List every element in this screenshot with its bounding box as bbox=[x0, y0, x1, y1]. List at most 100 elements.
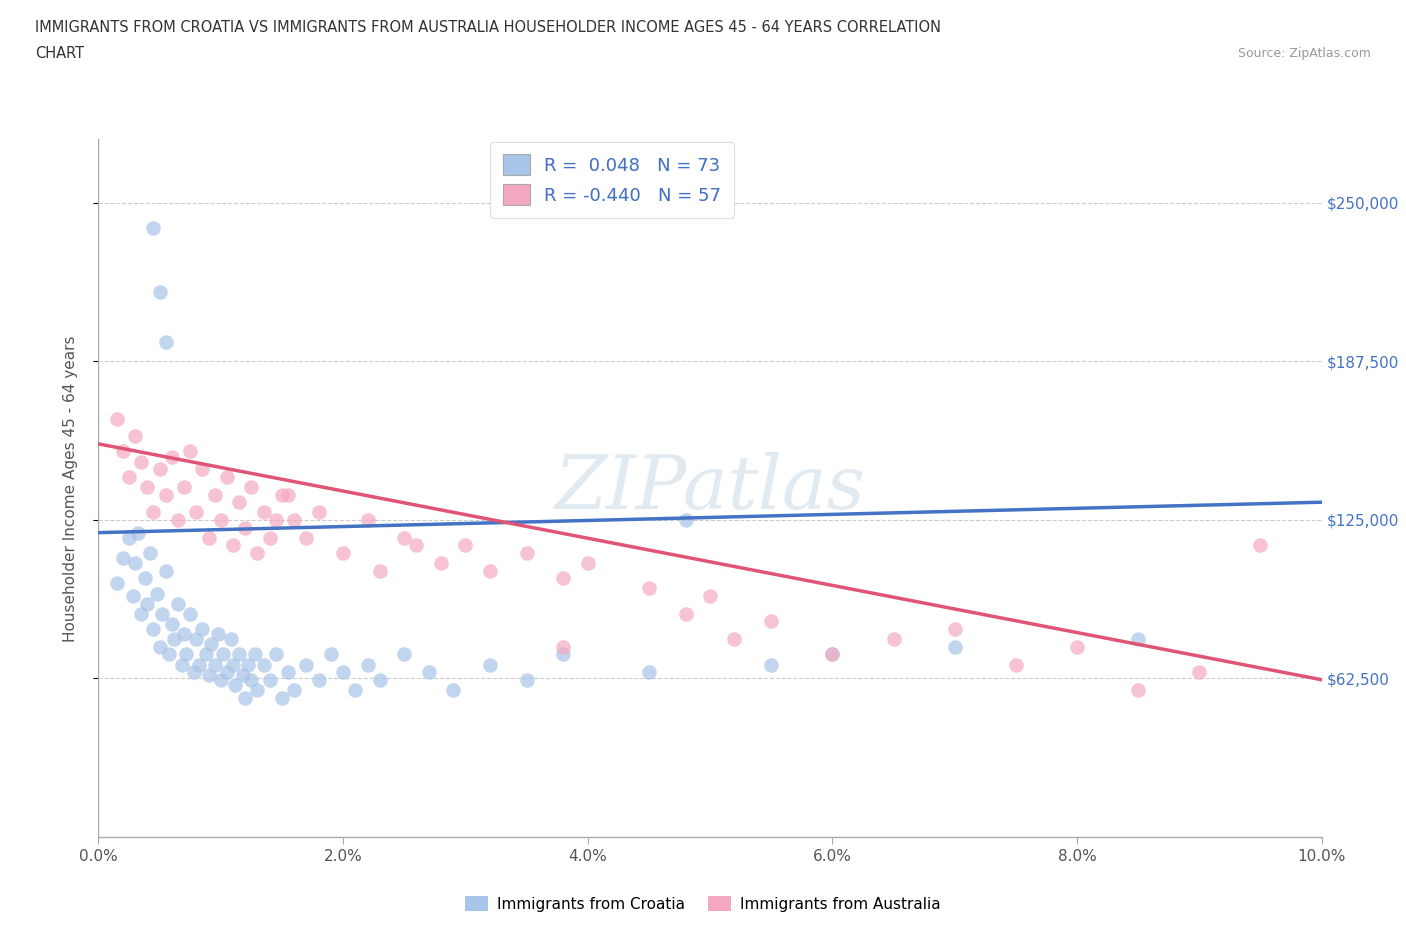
Point bbox=[173, 627, 195, 642]
Point bbox=[167, 512, 190, 527]
Point bbox=[215, 470, 238, 485]
Text: IMMIGRANTS FROM CROATIA VS IMMIGRANTS FROM AUSTRALIA HOUSEHOLDER INCOME AGES 45 : IMMIGRANTS FROM CROATIA VS IMMIGRANTS FR… bbox=[35, 20, 941, 35]
Point bbox=[270, 690, 294, 705]
Point bbox=[277, 665, 299, 680]
Point bbox=[149, 285, 172, 299]
Point bbox=[197, 667, 219, 682]
Point bbox=[215, 665, 238, 680]
Point bbox=[139, 546, 162, 561]
Point bbox=[236, 658, 259, 672]
Point bbox=[405, 538, 427, 552]
Point bbox=[308, 672, 330, 687]
Point bbox=[295, 658, 318, 672]
Point bbox=[187, 658, 209, 672]
Point bbox=[243, 647, 266, 662]
Point bbox=[675, 606, 697, 621]
Point bbox=[516, 546, 538, 561]
Point bbox=[430, 555, 453, 570]
Point bbox=[454, 538, 477, 552]
Point bbox=[418, 665, 440, 680]
Point bbox=[233, 690, 256, 705]
Point bbox=[675, 512, 697, 527]
Point bbox=[1066, 639, 1088, 654]
Point bbox=[368, 672, 391, 687]
Point bbox=[124, 555, 146, 570]
Point bbox=[146, 586, 169, 601]
Point bbox=[283, 512, 305, 527]
Point bbox=[160, 617, 183, 631]
Point bbox=[204, 487, 226, 502]
Point bbox=[638, 581, 661, 596]
Point bbox=[478, 564, 501, 578]
Point bbox=[105, 576, 128, 591]
Point bbox=[149, 639, 172, 654]
Point bbox=[516, 672, 538, 687]
Point bbox=[638, 665, 661, 680]
Point bbox=[821, 647, 844, 662]
Point bbox=[344, 683, 367, 698]
Point bbox=[228, 495, 250, 510]
Point bbox=[1188, 665, 1211, 680]
Point bbox=[1250, 538, 1272, 552]
Point bbox=[441, 683, 464, 698]
Point bbox=[943, 639, 966, 654]
Point bbox=[270, 487, 294, 502]
Point bbox=[200, 637, 222, 652]
Point bbox=[356, 658, 378, 672]
Point bbox=[105, 411, 128, 426]
Point bbox=[332, 546, 354, 561]
Legend: R =  0.048   N = 73, R = -0.440   N = 57: R = 0.048 N = 73, R = -0.440 N = 57 bbox=[491, 141, 734, 218]
Point bbox=[124, 429, 146, 444]
Point bbox=[209, 672, 232, 687]
Point bbox=[319, 647, 342, 662]
Point bbox=[142, 621, 165, 636]
Point bbox=[368, 564, 391, 578]
Point bbox=[553, 647, 575, 662]
Point bbox=[1128, 683, 1150, 698]
Point bbox=[723, 631, 745, 646]
Point bbox=[186, 631, 208, 646]
Point bbox=[136, 596, 159, 611]
Point bbox=[553, 571, 575, 586]
Point bbox=[155, 335, 177, 350]
Point bbox=[478, 658, 501, 672]
Point bbox=[222, 658, 245, 672]
Point bbox=[821, 647, 844, 662]
Point bbox=[883, 631, 905, 646]
Text: ZIPatlas: ZIPatlas bbox=[554, 452, 866, 525]
Point bbox=[233, 520, 256, 535]
Point bbox=[212, 647, 235, 662]
Point bbox=[332, 665, 354, 680]
Point bbox=[111, 551, 134, 565]
Point bbox=[118, 470, 141, 485]
Point bbox=[121, 589, 143, 604]
Point bbox=[170, 658, 193, 672]
Point bbox=[277, 487, 299, 502]
Point bbox=[222, 538, 245, 552]
Point bbox=[191, 462, 214, 477]
Point bbox=[176, 647, 198, 662]
Point bbox=[356, 512, 378, 527]
Point bbox=[264, 647, 287, 662]
Point bbox=[219, 631, 242, 646]
Point bbox=[228, 647, 250, 662]
Point bbox=[295, 530, 318, 545]
Point bbox=[699, 589, 721, 604]
Point bbox=[157, 647, 180, 662]
Point bbox=[149, 462, 172, 477]
Point bbox=[1128, 631, 1150, 646]
Point bbox=[283, 683, 305, 698]
Text: CHART: CHART bbox=[35, 46, 84, 61]
Point bbox=[392, 530, 416, 545]
Point bbox=[252, 658, 274, 672]
Point bbox=[240, 672, 263, 687]
Point bbox=[134, 571, 156, 586]
Point bbox=[197, 530, 219, 545]
Point bbox=[191, 621, 214, 636]
Point bbox=[761, 658, 783, 672]
Point bbox=[142, 220, 165, 235]
Point bbox=[160, 449, 183, 464]
Point bbox=[204, 658, 226, 672]
Point bbox=[127, 525, 149, 540]
Point bbox=[186, 505, 208, 520]
